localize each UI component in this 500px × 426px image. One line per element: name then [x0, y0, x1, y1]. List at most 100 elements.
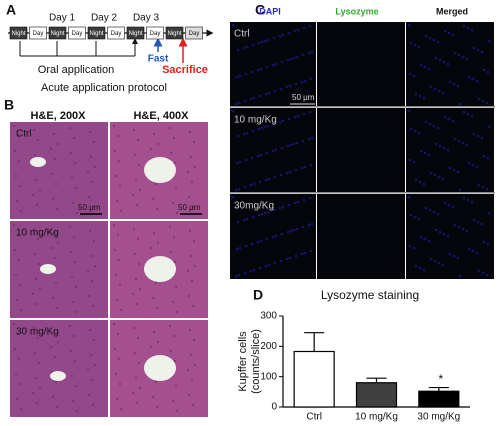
row-label: 10 mg/Kg — [16, 228, 59, 239]
nucleus — [281, 205, 285, 209]
texture — [134, 178, 138, 182]
nucleus — [310, 222, 314, 226]
nucleus — [266, 210, 270, 214]
y-tick-label: 100 — [260, 371, 277, 382]
texture — [169, 151, 173, 155]
nucleus — [407, 109, 411, 113]
nucleus — [442, 232, 446, 236]
texture — [32, 227, 36, 231]
fluor-image — [406, 194, 494, 279]
texture — [72, 136, 76, 140]
nucleus — [267, 177, 271, 181]
nucleus — [294, 254, 298, 258]
texture — [134, 277, 138, 281]
nucleus — [257, 213, 261, 217]
nucleus — [249, 183, 253, 187]
nucleus — [294, 168, 298, 172]
panel-label: B — [4, 97, 14, 113]
texture — [112, 322, 116, 326]
texture — [118, 283, 122, 287]
row-label: Ctrl — [16, 129, 32, 140]
texture — [174, 384, 178, 388]
texture — [135, 302, 139, 306]
grid-sep — [230, 106, 495, 108]
nucleus — [274, 234, 278, 238]
texture — [49, 345, 53, 349]
nucleus — [482, 240, 486, 244]
nucleus — [428, 36, 432, 40]
texture — [12, 322, 16, 326]
nucleus — [447, 31, 451, 35]
texture — [190, 378, 194, 382]
texture — [68, 324, 72, 328]
texture — [68, 225, 72, 229]
chart: Lysozyme staining 0 100 200 300 Kupffer cell… — [237, 288, 470, 423]
texture — [86, 368, 90, 372]
texture — [31, 193, 35, 197]
nucleus — [271, 235, 275, 239]
segment-box — [68, 26, 86, 40]
nucleus — [289, 143, 293, 147]
texture — [56, 340, 60, 344]
y-tick-label: 200 — [260, 341, 277, 352]
nucleus — [414, 92, 418, 96]
nucleus — [472, 132, 476, 136]
nucleus — [293, 29, 297, 33]
nucleus — [263, 211, 267, 215]
nucleus — [288, 170, 292, 174]
texture — [17, 357, 21, 361]
nucleus — [286, 144, 290, 148]
nucleus — [448, 80, 452, 84]
nucleus — [452, 82, 456, 86]
nucleus — [441, 263, 445, 267]
nucleus — [235, 161, 239, 165]
nucleus — [263, 39, 267, 43]
texture — [55, 405, 59, 409]
nucleus — [292, 142, 296, 146]
segment-box — [29, 26, 47, 40]
nucleus — [462, 196, 466, 200]
texture — [33, 351, 37, 355]
texture — [113, 347, 117, 351]
nucleus — [423, 65, 427, 69]
nucleus — [475, 165, 479, 169]
nucleus — [486, 70, 490, 74]
texture — [149, 345, 153, 349]
texture — [35, 203, 39, 207]
texture — [34, 376, 38, 380]
nucleus — [418, 180, 422, 184]
texture — [89, 353, 93, 357]
nucleus — [300, 166, 304, 170]
nucleus — [481, 271, 485, 275]
nucleus — [417, 131, 421, 135]
nucleus — [303, 251, 307, 255]
nucleus — [452, 254, 456, 258]
texture — [69, 250, 73, 254]
nucleus — [432, 124, 436, 128]
nucleus — [470, 114, 474, 118]
texture — [12, 124, 16, 128]
texture — [136, 336, 140, 340]
texture — [191, 304, 195, 308]
nucleus — [441, 91, 445, 95]
nucleus — [462, 24, 466, 28]
nucleus — [481, 185, 485, 189]
nucleus — [303, 165, 307, 169]
nucleus — [461, 227, 465, 231]
row-label: 10 mg/Kg — [234, 115, 277, 126]
texture — [155, 405, 159, 409]
texture — [87, 393, 91, 397]
nucleus — [280, 232, 284, 236]
texture — [133, 351, 137, 355]
texture — [88, 328, 92, 332]
nucleus — [250, 70, 254, 74]
panel-label: C — [255, 2, 265, 18]
nucleus — [273, 261, 277, 265]
nucleus — [264, 178, 268, 182]
texture — [15, 298, 19, 302]
nucleus — [295, 141, 299, 145]
nucleus — [294, 82, 298, 86]
nucleus — [300, 252, 304, 256]
column-header: Lysozyme — [335, 6, 378, 16]
texture — [51, 395, 55, 399]
